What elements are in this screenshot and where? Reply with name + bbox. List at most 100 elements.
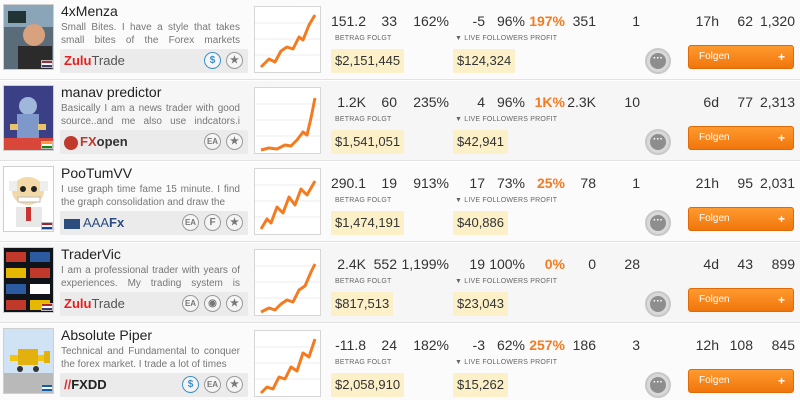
trader-avatar[interactable] [3, 328, 54, 394]
trader-avatar[interactable] [3, 247, 54, 313]
star-icon[interactable]: ★ [226, 376, 243, 393]
country-flag-icon [41, 222, 53, 230]
trader-name[interactable]: Absolute Piper [61, 327, 153, 343]
broker-bar: //FXDD $ EA ★ [60, 373, 248, 397]
trader-description: Basically I am a news trader with good s… [61, 103, 240, 127]
country-flag-icon [41, 384, 53, 392]
stat-rank: 1 [632, 13, 640, 29]
performance-chart[interactable] [254, 168, 321, 235]
trader-avatar[interactable] [3, 85, 54, 151]
chat-button[interactable]: ··· [645, 48, 671, 74]
live-followers-profit-label: ▼ LIVE FOLLOWERS PROFIT [455, 359, 557, 366]
stat-trades: 552 [373, 256, 397, 272]
stat-rank: 10 [624, 94, 640, 110]
chat-button[interactable]: ··· [645, 372, 671, 398]
trader-row[interactable]: Absolute Piper Technical and Fundamental … [0, 324, 800, 400]
performance-chart[interactable] [254, 87, 321, 154]
stat-pips: 4 [477, 94, 485, 110]
trader-name[interactable]: 4xMenza [61, 3, 118, 19]
stat-followers: 108 [729, 337, 753, 353]
chat-bubble-icon: ··· [650, 215, 666, 231]
broker-logo: AAAFx [64, 213, 124, 233]
stat-value: 1.2K [337, 94, 366, 110]
follow-button[interactable]: Folgen + [688, 288, 794, 312]
plus-icon: + [777, 212, 785, 226]
star-icon[interactable]: ★ [226, 52, 243, 69]
stat-avg-time: 4d [703, 256, 719, 272]
follow-button[interactable]: Folgen + [688, 369, 794, 393]
trader-description: Technical and Fundamental to conquer the… [61, 346, 240, 370]
betrag-folgt-label: BETRAG FOLGT [335, 197, 392, 204]
betrag-folgt-label: BETRAG FOLGT [335, 116, 392, 123]
ea-icon[interactable]: EA [204, 133, 221, 150]
trader-description: I am a professional trader with years of… [61, 265, 240, 289]
stat-amount-following-count: 899 [771, 256, 795, 272]
performance-chart[interactable] [254, 330, 321, 397]
stat-rank: 3 [632, 337, 640, 353]
trader-name[interactable]: manav predictor [61, 84, 162, 100]
trader-row[interactable]: 4xMenza Small Bites. I have a style that … [0, 0, 800, 80]
betrag-folgt-value: $1,474,191 [331, 211, 405, 235]
live-followers-profit-label: ▼ LIVE FOLLOWERS PROFIT [455, 278, 557, 285]
broker-logo: ZuluTrade [64, 53, 125, 68]
plus-icon: + [777, 50, 785, 64]
stat-weeks: 351 [572, 13, 596, 29]
trader-avatar[interactable] [3, 166, 54, 232]
live-followers-profit-label: ▼ LIVE FOLLOWERS PROFIT [455, 35, 557, 42]
live-followers-profit-text: LIVE FOLLOWERS PROFIT [464, 278, 558, 285]
trader-name[interactable]: TraderVic [61, 246, 121, 262]
stat-weeks: 78 [580, 175, 596, 191]
ea-icon[interactable]: EA [182, 295, 199, 312]
star-icon[interactable]: ★ [226, 133, 243, 150]
star-icon[interactable]: ★ [226, 214, 243, 231]
stat-weeks: 0 [588, 256, 596, 272]
betrag-folgt-value: $817,513 [331, 292, 394, 316]
eye-icon[interactable]: ◉ [204, 295, 221, 312]
stat-rank: 1 [632, 175, 640, 191]
f-icon[interactable]: F [204, 214, 221, 231]
stat-value: 151.2 [330, 13, 366, 29]
follow-button[interactable]: Folgen + [688, 45, 794, 69]
live-followers-profit-value: $124,324 [453, 49, 516, 73]
follow-button[interactable]: Folgen + [688, 126, 794, 150]
betrag-folgt-value: $2,058,910 [331, 373, 405, 397]
stat-winrate: 96% [496, 13, 525, 29]
caret-down-icon: ▼ [455, 197, 465, 204]
stat-profit-pct: 0% [544, 256, 565, 272]
dollar-icon[interactable]: $ [182, 376, 199, 393]
chat-button[interactable]: ··· [645, 210, 671, 236]
trader-row[interactable]: PooTumVV I use graph time fame 15 minute.… [0, 162, 800, 242]
stat-roi: 162% [413, 13, 449, 29]
performance-chart[interactable] [254, 6, 321, 73]
stat-trades: 33 [381, 13, 397, 29]
trader-row[interactable]: manav predictor Basically I am a news tra… [0, 81, 800, 161]
star-icon[interactable]: ★ [226, 295, 243, 312]
broker-logo: FXopen [64, 132, 128, 152]
live-followers-profit-text: LIVE FOLLOWERS PROFIT [464, 35, 558, 42]
trader-name[interactable]: PooTumVV [61, 165, 133, 181]
broker-bar: ZuluTrade EA ◉ ★ [60, 292, 248, 316]
follow-button[interactable]: Folgen + [688, 207, 794, 231]
stat-weeks: 2.3K [567, 94, 596, 110]
stat-winrate: 100% [489, 256, 525, 272]
trader-row[interactable]: TraderVic I am a professional trader with… [0, 243, 800, 323]
chat-button[interactable]: ··· [645, 129, 671, 155]
plus-icon: + [777, 293, 785, 307]
ea-icon[interactable]: EA [182, 214, 199, 231]
follow-label: Folgen [699, 132, 730, 143]
chat-button[interactable]: ··· [645, 291, 671, 317]
live-followers-profit-value: $23,043 [453, 292, 508, 316]
stat-profit-pct: 1K% [534, 94, 565, 110]
stat-winrate: 96% [496, 94, 525, 110]
dollar-icon[interactable]: $ [204, 52, 221, 69]
country-flag-icon [41, 303, 53, 311]
ea-icon[interactable]: EA [204, 376, 221, 393]
performance-chart[interactable] [254, 249, 321, 316]
live-followers-profit-label: ▼ LIVE FOLLOWERS PROFIT [455, 197, 557, 204]
stat-pips: 19 [469, 256, 485, 272]
trader-description: Small Bites. I have a style that takes s… [61, 22, 240, 46]
live-followers-profit-value: $15,262 [453, 373, 508, 397]
stat-profit-pct: 25% [536, 175, 565, 191]
stat-winrate: 73% [496, 175, 525, 191]
